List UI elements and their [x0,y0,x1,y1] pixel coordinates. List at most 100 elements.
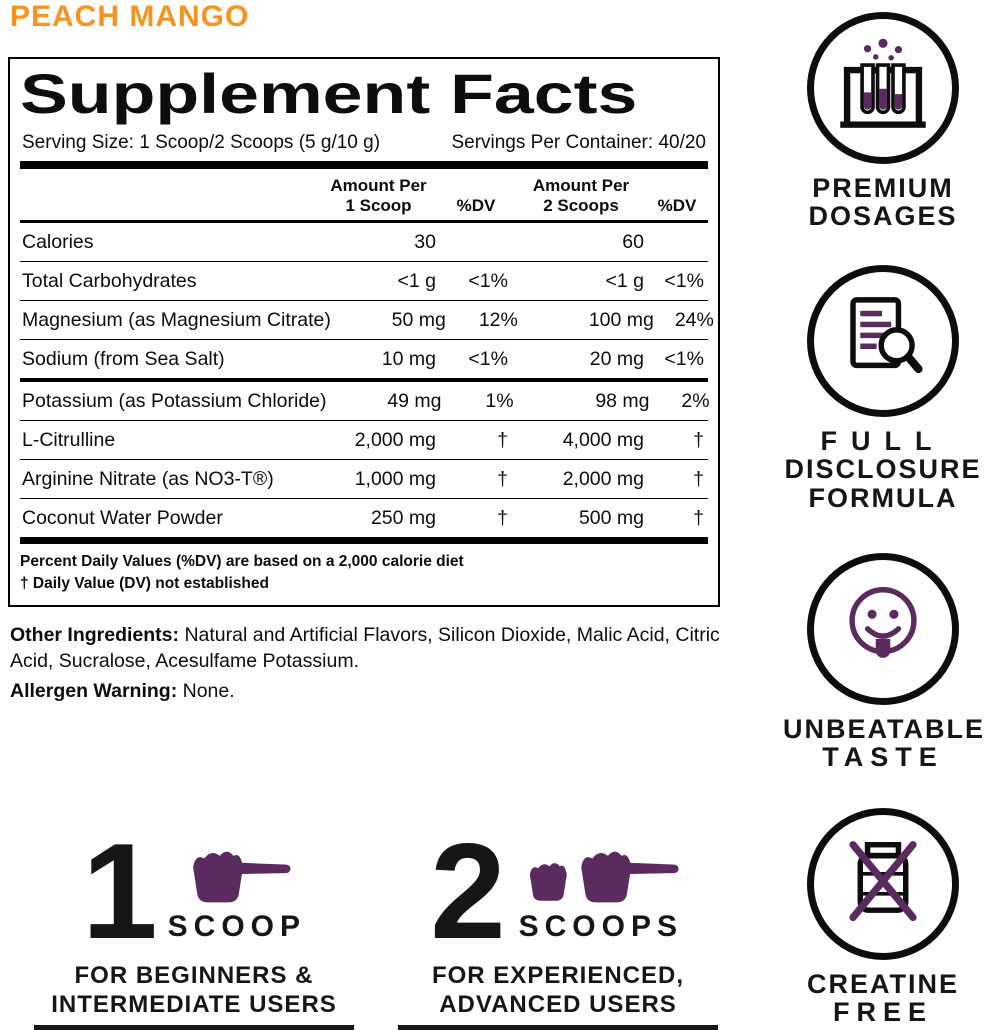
header-amount-1-scoop: Amount Per 1 Scoop [321,176,436,215]
row-amount-2: 60 [622,231,644,254]
scoop-2-right: SCOOPS [516,843,686,944]
table-header-row: Amount Per 1 Scoop %DV Amount Per 2 Scoo… [20,169,708,224]
badge-label-line: PREMIUM [812,173,954,203]
row-amount-2: 98 mg [595,390,650,413]
servings-per-container: Servings Per Container: 40/20 [451,132,706,154]
row-name: Sodium (from Sea Salt) [22,348,225,371]
footnote: Percent Daily Values (%DV) are based on … [20,544,708,594]
badge-circle [807,808,959,960]
row-amount-2: <1 g [605,270,645,293]
serving-size: Serving Size: 1 Scoop/2 Scoops (5 g/10 g… [22,132,381,154]
badge-label-line: DISCLOSURE [784,454,982,485]
row-amount-1: 250 mg [370,507,436,530]
row-dv-1: <1% [468,270,508,293]
row-dv-2: <1% [664,348,704,371]
row-amount-1: 30 [414,231,436,254]
scoop-1-description: FOR BEGINNERS & INTERMEDIATE USERS [24,962,364,1020]
allergen-warning-text: None. [177,680,235,702]
divider-bar [34,1024,354,1030]
scoop-instruction-1: 1 SCOOP FOR BEGINNERS & INTERMEDIATE USE… [24,814,364,1030]
scoop-2-desc-line-1: FOR EXPERIENCED, [431,962,685,989]
other-ingredients: Other Ingredients: Natural and Artificia… [10,622,726,675]
row-dv-1: † [497,429,508,452]
row-dv-2: † [693,507,704,530]
badge-circle [807,553,959,705]
other-ingredients-label: Other Ingredients: [10,624,180,646]
smiley-tongue-icon [833,577,933,682]
badge-circle [807,12,959,164]
double-scoop-icon [516,843,686,905]
row-dv-1: † [497,507,508,530]
row-dv-1: <1% [468,348,508,371]
supplement-facts-panel: Supplement Facts Serving Size: 1 Scoop/2… [8,57,720,607]
row-amount-2: 20 mg [589,348,644,371]
row-dv-2: † [693,468,704,491]
scoop-1-right: SCOOP [168,843,306,944]
divider-thick [20,161,708,170]
row-dv-2: <1% [664,270,704,293]
badge-label-line: DOSAGES [808,201,958,232]
table-row-potassium: Potassium (as Potassium Chloride) 49 mg … [20,382,710,422]
row-amount-1: 1,000 mg [354,468,436,491]
badge-full-disclosure-formula: FULL DISCLOSURE FORMULA [783,265,983,512]
row-name: L-Citrulline [22,429,116,452]
badge-label-line: FULL [820,426,946,456]
row-dv-1: 12% [478,309,518,332]
footnote-line-1: Percent Daily Values (%DV) are based on … [20,553,464,571]
flavor-title: PEACH MANGO [10,0,250,33]
row-dv-1: † [497,468,508,491]
scoop-2-number: 2 [430,814,506,967]
table-row-coconut-water-powder: Coconut Water Powder 250 mg † 500 mg † [20,499,708,545]
row-amount-2: 4,000 mg [562,429,644,452]
scoop-1-unit-label: SCOOP [167,910,306,943]
scoop-1-graphic-row: 1 SCOOP [24,814,364,967]
row-dv-2: 2% [681,390,710,413]
row-name: Magnesium (as Magnesium Citrate) [22,309,331,332]
panel-title-text: Supplement Facts [20,62,638,125]
badge-label-line: TASTE [822,742,944,773]
badge-circle [807,265,959,417]
scoop-instruction-2: 2 SCOOPS FOR EXPERIENCED, [388,814,728,1030]
scoop-1-number: 1 [82,814,158,967]
header-line: Amount Per [532,176,630,196]
badge-premium-dosages: PREMIUM DOSAGES [783,12,983,231]
badge-label-line: UNBEATABLE [783,714,985,744]
scoop-2-unit-label: SCOOPS [518,910,683,943]
row-amount-1: 49 mg [387,390,442,413]
table-row-magnesium: Magnesium (as Magnesium Citrate) 50 mg 1… [20,301,714,341]
table-row-calories: Calories 30 60 [20,223,708,263]
panel-title: Supplement Facts [20,62,708,125]
row-amount-1: 50 mg [391,309,446,332]
serving-info-row: Serving Size: 1 Scoop/2 Scoops (5 g/10 g… [22,132,706,154]
header-dv-1: %DV [436,176,516,215]
row-amount-2: 2,000 mg [562,468,644,491]
table-row-arginine-nitrate: Arginine Nitrate (as NO3-T®) 1,000 mg † … [20,460,708,500]
header-line: Amount Per [330,176,427,196]
scoop-1-desc-line-1: FOR BEGINNERS & [74,962,314,989]
header-line: 1 Scoop [345,195,412,215]
footnote-line-2: † Daily Value (DV) not established [20,575,269,593]
table-row-sodium: Sodium (from Sea Salt) 10 mg <1% 20 mg <… [20,340,708,383]
header-line: 2 Scoops [543,195,619,215]
row-name: Total Carbohydrates [22,270,197,293]
scoop-2-graphic-row: 2 SCOOPS [388,814,728,967]
row-amount-1: <1 g [397,270,437,293]
badge-label-line: FORMULA [808,482,958,513]
header-line: %DV [657,195,697,215]
badge-label-line: CREATINE [806,969,959,999]
divider-bar [398,1024,718,1030]
row-amount-1: 10 mg [381,348,436,371]
row-name: Potassium (as Potassium Chloride) [22,390,327,413]
allergen-warning-label: Allergen Warning: [10,680,178,702]
badge-label: PREMIUM DOSAGES [783,174,983,231]
row-amount-2: 500 mg [578,507,644,530]
test-tubes-icon [833,36,933,141]
header-spacer [20,176,321,215]
scoop-2-description: FOR EXPERIENCED, ADVANCED USERS [388,962,728,1020]
row-amount-2: 100 mg [588,309,654,332]
table-row-l-citrulline: L-Citrulline 2,000 mg † 4,000 mg † [20,421,708,461]
scoop-icon [178,843,296,905]
badge-label: UNBEATABLE TASTE [783,715,983,772]
row-name: Calories [22,231,94,254]
row-name: Arginine Nitrate (as NO3-T®) [22,468,274,491]
